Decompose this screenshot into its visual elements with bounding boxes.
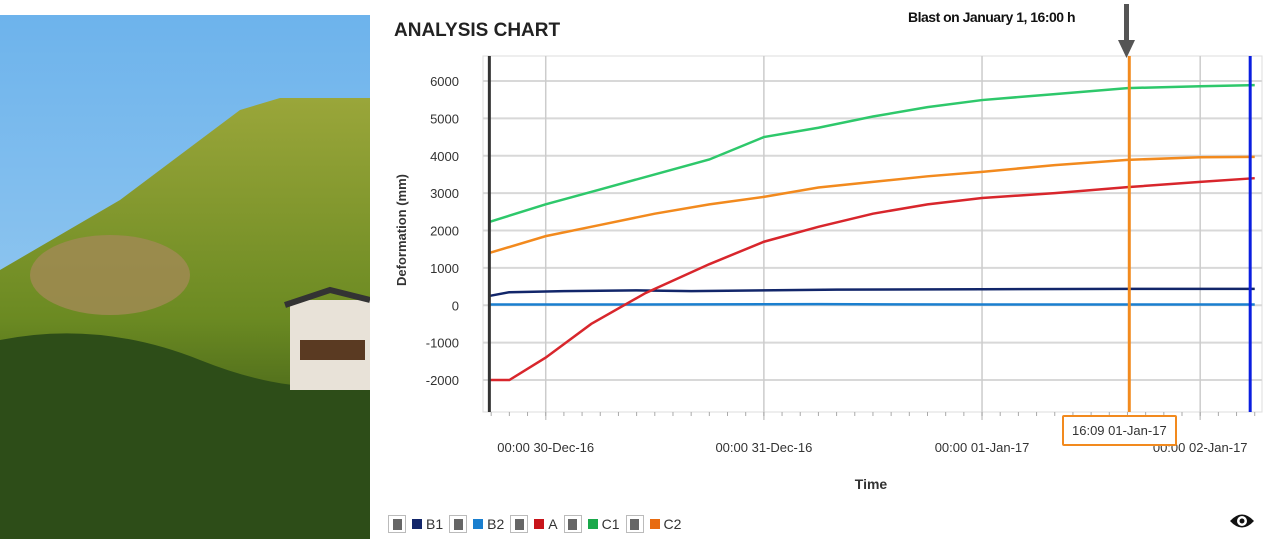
legend-label: C1 — [601, 516, 620, 532]
y-tick-label: 0 — [452, 298, 459, 313]
x-axis-label: Time — [855, 476, 888, 492]
x-tick-label: 00:00 30-Dec-16 — [497, 440, 594, 455]
legend-checkbox[interactable] — [449, 515, 468, 533]
legend-swatch — [649, 519, 660, 529]
legend-item-C2[interactable]: C2 — [625, 515, 682, 533]
plot-area — [482, 55, 1263, 413]
legend-checkbox[interactable] — [625, 515, 644, 533]
y-axis-label: Deformation (mm) — [394, 174, 409, 286]
legend-item-B2[interactable]: B2 — [449, 515, 504, 533]
series-C1-line — [488, 83, 1255, 224]
legend-item-B1[interactable]: B1 — [388, 515, 443, 533]
series-B1-line — [489, 287, 1255, 298]
landslide-photo — [0, 15, 370, 539]
legend-label: A — [548, 516, 558, 532]
legend-label: C2 — [663, 516, 682, 532]
y-tick-label: 6000 — [430, 74, 459, 89]
series-A-line — [489, 176, 1255, 382]
legend-swatch — [473, 519, 484, 529]
eye-icon[interactable] — [1228, 510, 1256, 532]
y-tick-label: 1000 — [430, 261, 459, 276]
y-tick-label: 3000 — [430, 186, 459, 201]
legend-checkbox[interactable] — [510, 515, 529, 533]
series-C2-line — [489, 155, 1255, 255]
legend-label: B1 — [426, 516, 444, 532]
x-tick-label: 00:00 31-Dec-16 — [715, 440, 812, 455]
x-tick-label: 00:00 01-Jan-17 — [935, 440, 1030, 455]
legend-item-A[interactable]: A — [510, 515, 558, 533]
y-tick-label: -1000 — [426, 336, 459, 351]
y-tick-label: 4000 — [430, 149, 459, 164]
legend-label: B2 — [487, 516, 505, 532]
legend-swatch — [587, 519, 598, 529]
y-tick-label: 2000 — [430, 224, 459, 239]
legend: B1 B2 A C1 C2 — [388, 515, 687, 533]
chart-title: ANALYSIS CHART — [394, 20, 561, 41]
legend-checkbox[interactable] — [563, 515, 582, 533]
blast-arrow-icon — [1118, 4, 1135, 58]
blast-annotation: Blast on January 1, 16:00 h — [908, 9, 1076, 25]
y-tick-label: 5000 — [430, 111, 459, 126]
legend-swatch — [534, 519, 545, 529]
legend-item-C1[interactable]: C1 — [563, 515, 620, 533]
legend-swatch — [412, 519, 422, 529]
legend-checkbox[interactable] — [388, 515, 406, 533]
cursor-time-label: 16:09 01-Jan-17 — [1062, 415, 1177, 446]
y-tick-label: -2000 — [426, 373, 459, 388]
analysis-chart: 6000 5000 4000 3000 2000 1000 0 -1000 -2000 00:00… — [394, 4, 1263, 492]
